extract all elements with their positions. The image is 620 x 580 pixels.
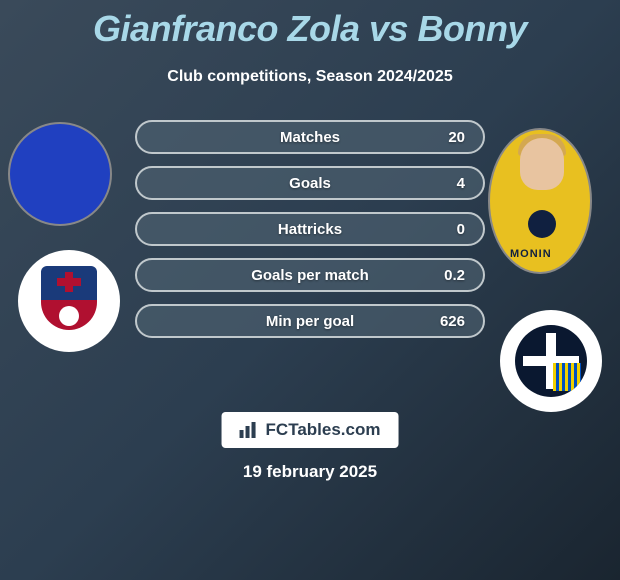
- player-head: [520, 138, 564, 190]
- source-text: FCTables.com: [266, 420, 381, 440]
- stat-row: Goals per match 0.2: [135, 258, 485, 292]
- stat-value-right: 0: [457, 221, 465, 238]
- club-left-logo: [18, 250, 120, 352]
- club-right-logo: [500, 310, 602, 412]
- stat-row: Matches 20: [135, 120, 485, 154]
- bar-chart-icon: [240, 422, 260, 438]
- player-left-avatar: [8, 122, 112, 226]
- stat-label: Goals: [153, 175, 467, 192]
- stat-row: Goals 4: [135, 166, 485, 200]
- player-right-avatar: MONIN: [488, 128, 592, 274]
- shield-emblem: [59, 306, 79, 326]
- stat-value-right: 4: [457, 175, 465, 192]
- stat-value-right: 626: [440, 313, 465, 330]
- stat-label: Goals per match: [153, 267, 467, 284]
- source-badge: FCTables.com: [222, 412, 399, 448]
- comparison-date: 19 february 2025: [0, 462, 620, 482]
- player-right-portrait: MONIN: [490, 130, 590, 272]
- stat-row: Min per goal 626: [135, 304, 485, 338]
- stat-label: Hattricks: [153, 221, 467, 238]
- shirt-sponsor: MONIN: [510, 248, 552, 260]
- comparison-title: Gianfranco Zola vs Bonny: [0, 0, 620, 50]
- comparison-subtitle: Club competitions, Season 2024/2025: [0, 68, 620, 86]
- cagliari-shield-icon: [41, 266, 97, 336]
- stats-list: Matches 20 Goals 4 Hattricks 0 Goals per…: [135, 120, 485, 350]
- stat-label: Min per goal: [153, 313, 467, 330]
- shield-stripes: [553, 363, 581, 391]
- stat-label: Matches: [153, 129, 467, 146]
- parma-shield-icon: [515, 325, 587, 397]
- stat-value-right: 0.2: [444, 267, 465, 284]
- shield-cross-h: [57, 278, 81, 286]
- shirt-badge-icon: [528, 210, 556, 238]
- stat-row: Hattricks 0: [135, 212, 485, 246]
- stat-value-right: 20: [448, 129, 465, 146]
